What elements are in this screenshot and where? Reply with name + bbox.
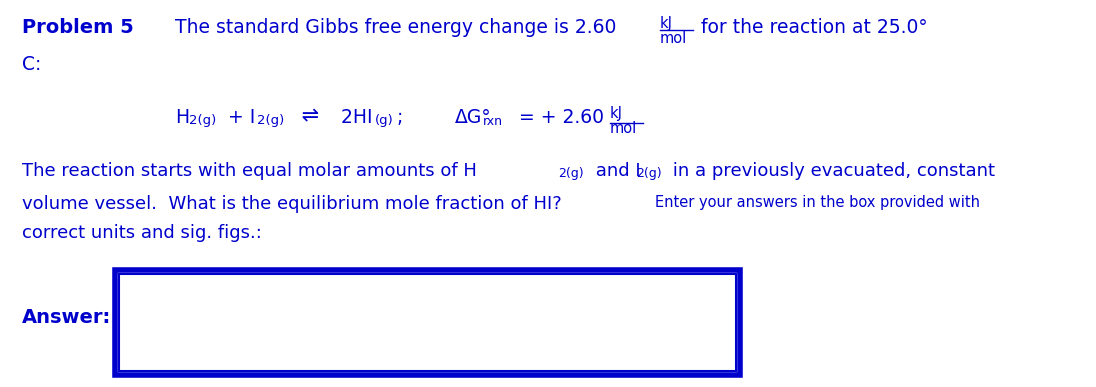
Text: for the reaction at 25.0°: for the reaction at 25.0°: [695, 18, 927, 37]
Text: ;: ;: [397, 108, 403, 127]
Text: H: H: [175, 108, 190, 127]
Text: + I: + I: [222, 108, 255, 127]
Text: (: (: [119, 271, 145, 333]
Text: Answer:: Answer:: [22, 308, 112, 327]
Text: =: =: [366, 287, 393, 311]
Text: :: :: [273, 290, 281, 310]
Text: 2HI: 2HI: [335, 108, 373, 127]
Text: ): ): [248, 271, 273, 333]
Text: HI: HI: [315, 301, 332, 315]
Text: Enter your answers in the box provided with: Enter your answers in the box provided w…: [655, 195, 980, 210]
Text: of HI is: of HI is: [153, 322, 203, 337]
Text: The equilibrium: The equilibrium: [153, 276, 269, 291]
Text: and I: and I: [590, 162, 641, 180]
Text: 2(g): 2(g): [189, 114, 216, 127]
Text: ΔG°: ΔG°: [455, 108, 492, 127]
Text: in a previously evacuated, constant: in a previously evacuated, constant: [667, 162, 995, 180]
Text: Problem 5: Problem 5: [22, 18, 134, 37]
Text: volume vessel.  What is the equilibrium mole fraction of HI?: volume vessel. What is the equilibrium m…: [22, 195, 573, 213]
Text: = + 2.60: = + 2.60: [513, 108, 610, 127]
Text: The standard Gibbs free energy change is 2.60: The standard Gibbs free energy change is…: [175, 18, 623, 37]
Text: C:: C:: [22, 55, 42, 74]
Text: kJ: kJ: [660, 16, 673, 31]
Text: mol: mol: [610, 121, 637, 136]
Text: (X: (X: [292, 287, 320, 311]
Text: 2(g): 2(g): [636, 167, 662, 180]
Text: mol: mol: [660, 31, 687, 46]
Text: ): ): [334, 287, 345, 311]
Text: ⇌: ⇌: [295, 106, 319, 126]
Text: correct units and sig. figs.:: correct units and sig. figs.:: [22, 224, 262, 242]
Text: 2(g): 2(g): [558, 167, 584, 180]
Text: rxn: rxn: [483, 115, 503, 128]
Text: eq: eq: [346, 305, 365, 319]
Text: (g): (g): [375, 114, 393, 127]
Text: mole fraction: mole fraction: [153, 299, 250, 314]
Text: 2(g): 2(g): [256, 114, 284, 127]
Text: The reaction starts with equal molar amounts of H: The reaction starts with equal molar amo…: [22, 162, 477, 180]
Text: kJ: kJ: [610, 106, 623, 121]
